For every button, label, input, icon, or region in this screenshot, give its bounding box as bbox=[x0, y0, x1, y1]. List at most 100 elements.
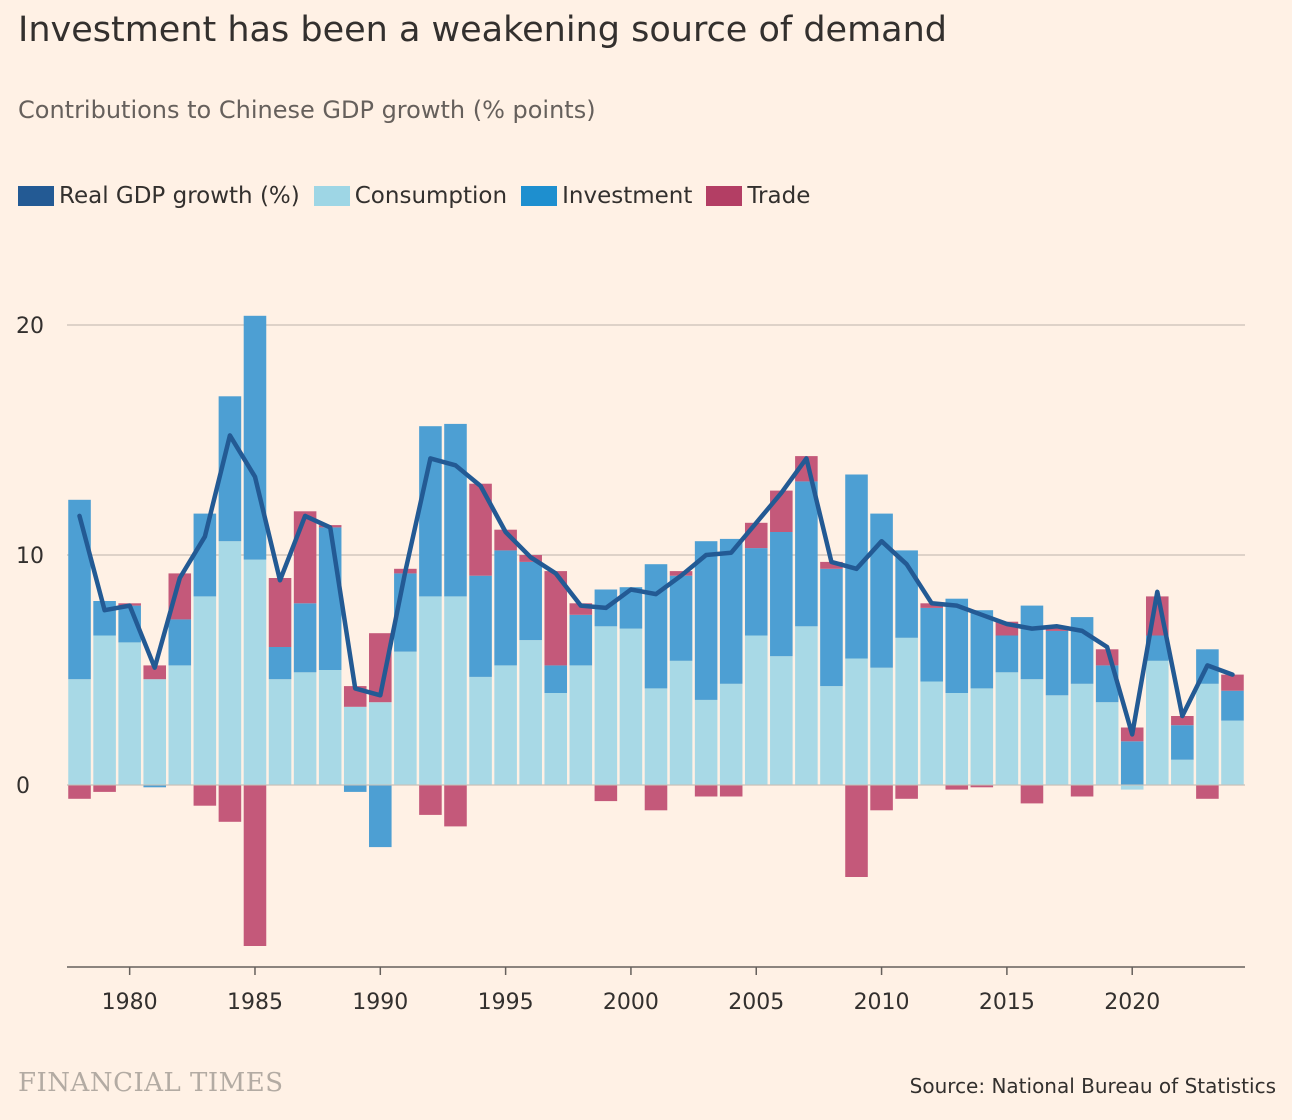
bar-investment bbox=[469, 575, 492, 677]
chart-legend: Real GDP growth (%) Consumption Investme… bbox=[18, 183, 824, 209]
x-tick-label: 2000 bbox=[603, 990, 659, 1015]
bar-trade bbox=[243, 785, 267, 946]
bar-investment bbox=[494, 550, 517, 666]
bar-consumption bbox=[744, 635, 768, 785]
y-tick-label: 0 bbox=[16, 774, 30, 799]
bar-trade bbox=[719, 785, 743, 797]
bar-consumption bbox=[544, 693, 568, 785]
bar-investment bbox=[1145, 635, 1169, 661]
x-tick-label: 2005 bbox=[728, 990, 784, 1015]
bar-trade bbox=[1196, 785, 1219, 799]
legend-swatch-gdp bbox=[18, 186, 54, 206]
bar-trade bbox=[444, 785, 467, 827]
legend-label-gdp: Real GDP growth (%) bbox=[59, 183, 300, 209]
bar-consumption bbox=[1020, 679, 1044, 785]
bar-investment bbox=[293, 603, 317, 673]
legend-label-investment: Investment bbox=[562, 183, 693, 209]
bar-investment bbox=[343, 785, 367, 792]
x-tick-label: 2015 bbox=[979, 990, 1035, 1015]
bar-investment bbox=[995, 635, 1019, 673]
bar-investment bbox=[268, 647, 292, 680]
bar-consumption bbox=[820, 686, 843, 785]
bar-trade bbox=[469, 483, 492, 576]
bar-consumption bbox=[594, 626, 618, 785]
bar-investment bbox=[369, 785, 392, 848]
bar-trade bbox=[369, 633, 392, 703]
bar-consumption bbox=[469, 676, 492, 785]
bar-trade bbox=[93, 785, 116, 792]
bar-trade bbox=[143, 665, 167, 680]
bar-trade bbox=[820, 561, 843, 569]
bar-investment bbox=[770, 532, 793, 657]
bar-consumption bbox=[1095, 702, 1119, 785]
source-note: Source: National Bureau of Statistics bbox=[909, 1074, 1276, 1098]
bar-consumption bbox=[1120, 785, 1144, 790]
bar-consumption bbox=[644, 688, 668, 785]
bar-trade bbox=[1221, 674, 1244, 691]
bar-investment bbox=[1120, 741, 1144, 785]
bar-investment bbox=[419, 426, 442, 597]
bar-trade bbox=[193, 785, 217, 806]
bar-consumption bbox=[218, 541, 242, 785]
bar-consumption bbox=[293, 672, 317, 785]
legend-label-trade: Trade bbox=[747, 183, 811, 209]
gdp-growth-line bbox=[77, 433, 1235, 737]
bar-investment bbox=[519, 561, 542, 641]
bar-trade bbox=[895, 785, 918, 799]
bar-investment bbox=[569, 614, 593, 666]
bar-consumption bbox=[1171, 759, 1194, 785]
bar-trade bbox=[970, 785, 994, 788]
bar-consumption bbox=[318, 670, 342, 785]
bar-investment bbox=[1171, 725, 1194, 760]
bar-investment bbox=[644, 564, 668, 689]
bar-consumption bbox=[343, 706, 367, 785]
bar-trade bbox=[218, 785, 242, 822]
bar-investment bbox=[243, 315, 267, 560]
chart-title: Investment has been a weakening source o… bbox=[18, 10, 948, 50]
bar-consumption bbox=[1070, 683, 1094, 785]
bar-consumption bbox=[694, 699, 718, 785]
bar-consumption bbox=[243, 559, 267, 785]
bar-consumption bbox=[519, 640, 542, 785]
x-tick-label: 2010 bbox=[854, 990, 910, 1015]
bar-investment bbox=[318, 527, 342, 670]
bar-investment bbox=[1020, 605, 1044, 680]
bar-consumption bbox=[168, 665, 192, 785]
bar-trade bbox=[293, 511, 317, 604]
bar-trade bbox=[268, 578, 292, 647]
bar-consumption bbox=[193, 596, 217, 785]
bar-trade bbox=[544, 571, 568, 666]
bar-consumption bbox=[1221, 720, 1244, 785]
y-tick-label: 20 bbox=[16, 314, 44, 339]
bar-consumption bbox=[569, 665, 593, 785]
bar-investment bbox=[1045, 630, 1069, 696]
bar-investment bbox=[1070, 617, 1094, 684]
bar-trade bbox=[1020, 785, 1044, 804]
bar-consumption bbox=[1045, 695, 1069, 785]
bar-consumption bbox=[419, 596, 442, 785]
bar-consumption bbox=[770, 656, 793, 785]
bar-consumption bbox=[68, 679, 91, 785]
bar-trade bbox=[694, 785, 718, 797]
legend-swatch-consumption bbox=[313, 186, 350, 206]
legend-item-consumption: Consumption bbox=[313, 183, 507, 209]
bar-trade bbox=[920, 603, 943, 608]
bar-consumption bbox=[369, 702, 392, 785]
bar-consumption bbox=[895, 637, 918, 785]
bar-investment bbox=[970, 610, 994, 689]
bar-trade bbox=[870, 785, 893, 811]
bar-trade bbox=[644, 785, 668, 811]
bar-trade bbox=[168, 573, 192, 620]
legend-item-trade: Trade bbox=[706, 183, 810, 209]
legend-swatch-investment bbox=[521, 186, 558, 206]
bar-consumption bbox=[995, 672, 1019, 785]
bar-investment bbox=[193, 513, 217, 597]
bar-consumption bbox=[845, 658, 868, 785]
x-tick-label: 1990 bbox=[352, 990, 408, 1015]
bar-trade bbox=[845, 785, 868, 877]
financial-times-logo: FINANCIAL TIMES bbox=[18, 1068, 284, 1098]
bar-investment bbox=[544, 665, 568, 693]
bar-consumption bbox=[619, 628, 643, 785]
legend-item-investment: Investment bbox=[521, 183, 692, 209]
bar-consumption bbox=[795, 626, 818, 785]
